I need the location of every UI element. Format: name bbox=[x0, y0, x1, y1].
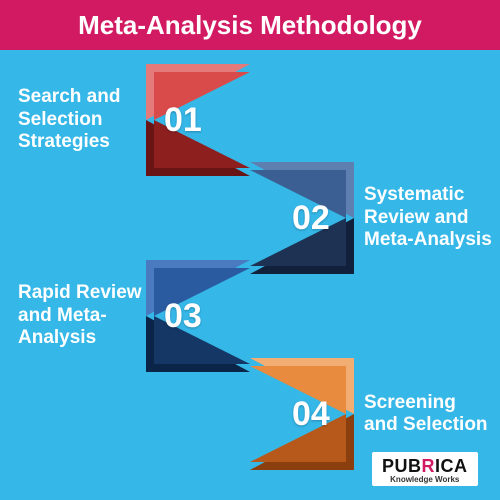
step-label: Screening and Selection bbox=[364, 392, 488, 437]
step-number: 04 bbox=[292, 395, 330, 434]
infographic-canvas: Meta-Analysis Methodology PUBRICA Knowle… bbox=[0, 0, 500, 500]
step-04: 04 Screening and Selection bbox=[0, 0, 500, 500]
